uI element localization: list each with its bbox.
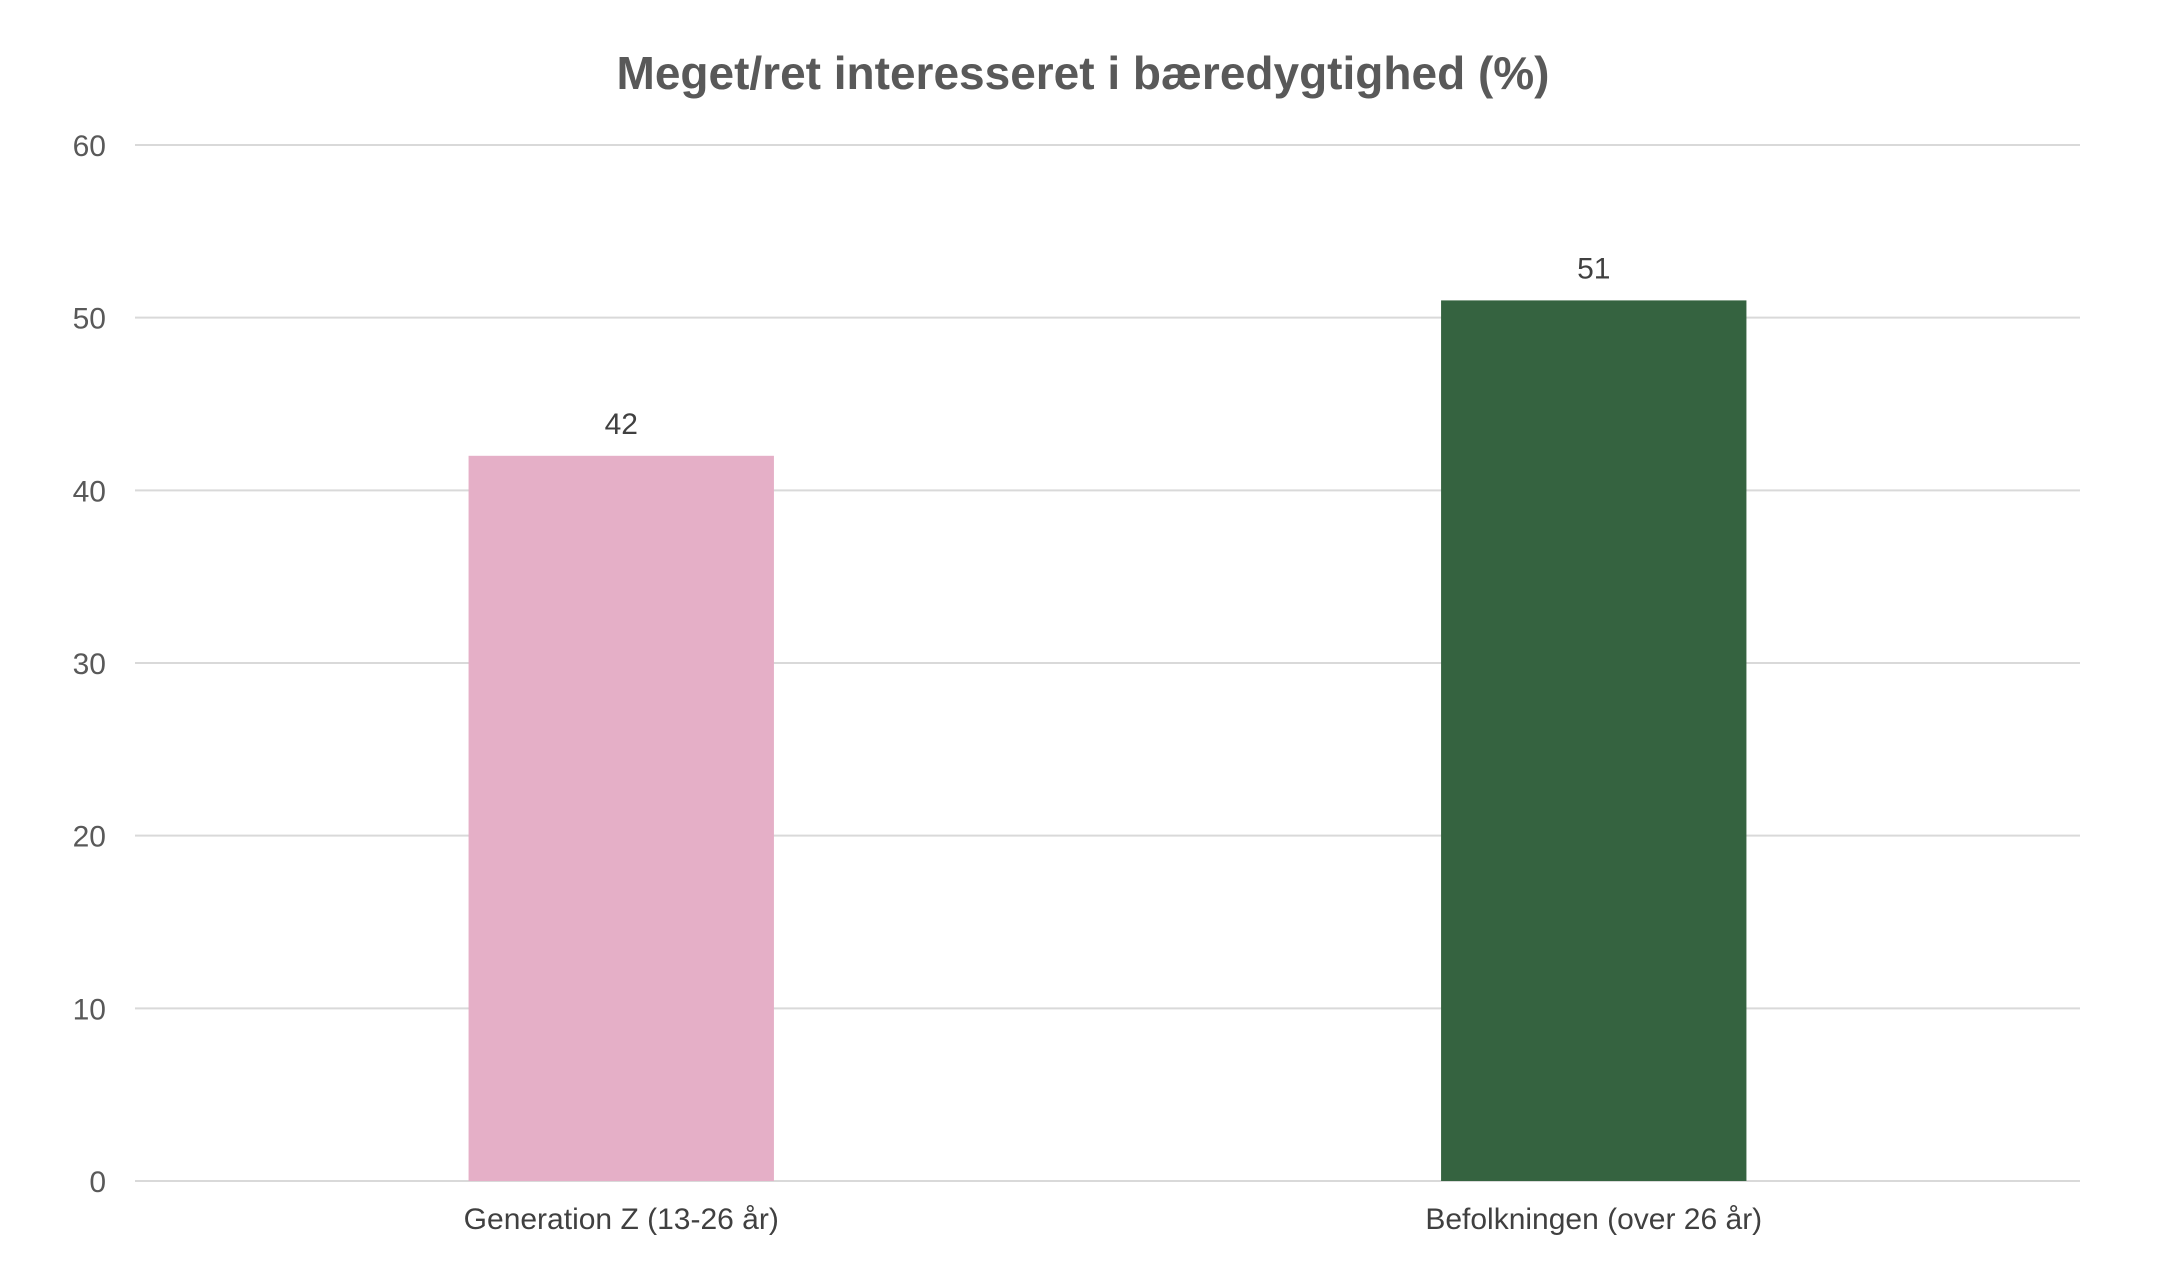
data-label: 42 [605,408,638,441]
y-axis-tick-labels: 0 10 20 30 40 50 60 [73,130,106,1199]
bar-befolkningen [1441,300,1747,1181]
bar-generation-z [468,455,774,1181]
chart-title: Meget/ret interesseret i bæredygtighed (… [617,47,1550,99]
y-tick-label: 40 [73,475,106,508]
y-tick-label: 20 [73,821,106,854]
bars [468,300,1747,1181]
data-labels: 42 51 [605,252,1611,440]
y-tick-label: 30 [73,648,106,681]
y-tick-label: 50 [73,303,106,336]
y-tick-label: 10 [73,993,106,1026]
data-label: 51 [1577,252,1610,285]
x-tick-label: Befolkningen (over 26 år) [1425,1203,1762,1236]
y-tick-label: 0 [89,1166,106,1199]
gridlines [135,144,2080,1182]
x-axis-tick-labels: Generation Z (13-26 år) Befolkningen (ove… [464,1203,1763,1236]
y-tick-label: 60 [73,130,106,163]
x-tick-label: Generation Z (13-26 år) [464,1203,779,1236]
